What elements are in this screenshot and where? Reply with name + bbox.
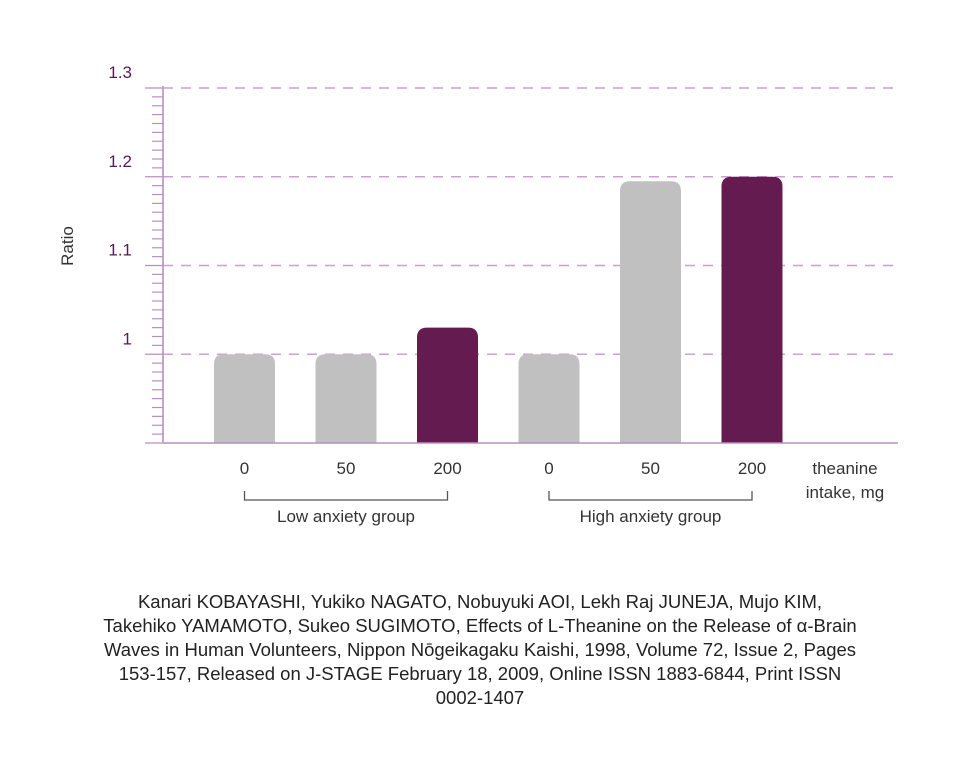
x-tick-label: 50 xyxy=(337,459,356,478)
group-bracket xyxy=(548,491,753,501)
y-tick-label: 1 xyxy=(123,329,132,348)
x-tick-label: 50 xyxy=(641,459,660,478)
x-tick-label: 0 xyxy=(544,459,553,478)
y-tick-label: 1.1 xyxy=(108,241,132,260)
x-unit-label: theanine xyxy=(812,459,877,478)
x-tick-label: 200 xyxy=(433,459,461,478)
y-axis-title: Ratio xyxy=(58,226,77,266)
bar-chart: 1 1.1 1.2 1.3 Ratio 0 50 200 0 50 200 theanine intak… xyxy=(58,63,898,526)
group-label: Low anxiety group xyxy=(277,507,415,526)
y-tick-label: 1.3 xyxy=(108,63,132,82)
bar xyxy=(620,181,681,443)
x-tick-label: 200 xyxy=(738,459,766,478)
bar xyxy=(214,354,275,443)
y-tick-label: 1.2 xyxy=(108,152,132,171)
bar xyxy=(518,354,580,443)
citation-text: Kanari KOBAYASHI, Yukiko NAGATO, Nobuyuk… xyxy=(103,591,857,708)
bar xyxy=(315,354,377,443)
x-tick-label: 0 xyxy=(240,459,249,478)
group-bracket xyxy=(243,491,449,501)
group-label: High anxiety group xyxy=(580,507,722,526)
x-unit-label: intake, mg xyxy=(806,483,884,502)
bar xyxy=(721,176,783,443)
bar xyxy=(417,327,478,443)
